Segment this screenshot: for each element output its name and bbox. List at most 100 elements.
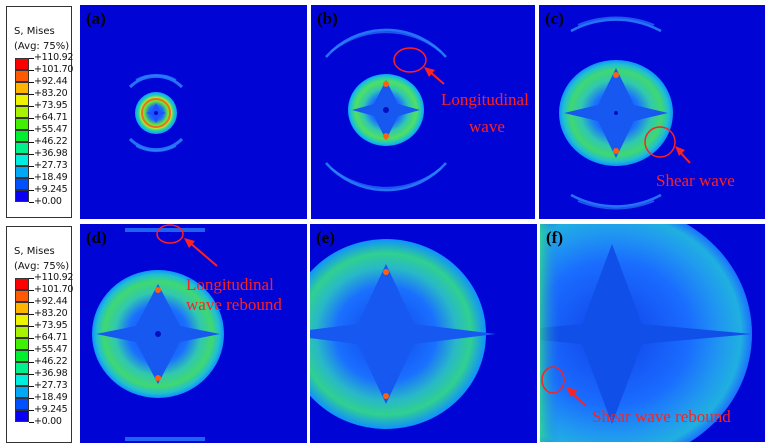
legend-value: +73.95	[34, 100, 68, 111]
legend-tick	[29, 202, 34, 203]
longitudinal-wave-marker	[393, 47, 427, 73]
legend-tick	[29, 386, 34, 387]
stress-contour-c	[559, 16, 691, 210]
legend-tick	[29, 374, 34, 375]
color-bar-segment	[15, 58, 29, 70]
stress-contour-d	[92, 224, 224, 441]
legend-value: +83.20	[34, 88, 68, 99]
legend-value: +101.70	[34, 284, 74, 295]
legend-value: +0.00	[34, 416, 62, 427]
legend-value: +83.20	[34, 308, 68, 319]
legend-tick	[29, 130, 34, 131]
color-bar-segment	[15, 362, 29, 374]
color-bar-segment	[15, 70, 29, 82]
annotation-longitudinal-wave-line1: Longitudinal	[441, 90, 529, 109]
color-bar-segment	[15, 166, 29, 178]
legend-value: +18.49	[34, 392, 68, 403]
legend-bottom: S, Mises (Avg: 75%) +110.92 +101.70 +92.44…	[6, 226, 74, 443]
legend-title: S, Mises	[14, 246, 55, 257]
legend-tick	[29, 94, 34, 95]
color-bar-segment	[15, 278, 29, 290]
legend-tick	[29, 82, 34, 83]
legend-value: +55.47	[34, 124, 68, 135]
legend-value: +46.22	[34, 356, 68, 367]
legend-tick	[29, 302, 34, 303]
color-bar-segment	[15, 398, 29, 410]
stress-contour-f	[540, 224, 752, 442]
legend-tick	[29, 166, 34, 167]
legend-tick	[29, 142, 34, 143]
color-bar-segment	[15, 82, 29, 94]
panel-label: (e)	[316, 228, 335, 247]
color-bar-segment	[15, 326, 29, 338]
color-bar-segment	[15, 386, 29, 398]
legend-tick	[29, 190, 34, 191]
legend-value: +18.49	[34, 172, 68, 183]
legend-top: S, Mises (Avg: 75%) +110.92 +101.70 +92.44…	[6, 6, 74, 218]
color-bar-segment	[15, 130, 29, 142]
color-bar-segment	[15, 302, 29, 314]
legend-value: +36.98	[34, 148, 68, 159]
panel-label: (a)	[86, 9, 106, 28]
legend-tick	[29, 70, 34, 71]
shear-wave-marker	[644, 126, 676, 158]
legend-tick	[29, 58, 34, 59]
color-bar-segment	[15, 106, 29, 118]
legend-tick	[29, 398, 34, 399]
legend-value: +9.245	[34, 184, 68, 195]
panel-f: (f) Shear wave rebound	[540, 224, 765, 442]
panel-label: (c)	[545, 9, 564, 28]
legend-tick	[29, 410, 34, 411]
panel-label: (f)	[546, 228, 563, 247]
legend-value: +92.44	[34, 76, 68, 87]
annotation-longitudinal-rebound-line2: wave rebound	[186, 295, 282, 314]
legend-tick	[29, 314, 34, 315]
panel-b: (b) Longitudinal wave	[311, 5, 535, 219]
legend-value: +27.73	[34, 160, 68, 171]
panel-c: (c) Shear wave	[539, 5, 765, 219]
color-bar-segment	[15, 142, 29, 154]
color-bar-segment	[15, 154, 29, 166]
color-bar-segment	[15, 118, 29, 130]
stress-contour-b	[325, 28, 447, 192]
panel-d: (d) Longitudinal wave rebound	[80, 224, 307, 443]
color-bar-segment	[15, 410, 29, 422]
color-bar-segment	[15, 314, 29, 326]
legend-tick	[29, 290, 34, 291]
color-bar-segment	[15, 178, 29, 190]
legend-tick	[29, 362, 34, 363]
longitudinal-rebound-marker	[156, 224, 184, 244]
shear-rebound-marker	[541, 366, 565, 394]
annotation-longitudinal-rebound-line1: Longitudinal	[186, 275, 274, 294]
legend-value: +46.22	[34, 136, 68, 147]
legend-title: S, Mises	[14, 26, 55, 37]
color-bar-segment	[15, 338, 29, 350]
panel-label: (d)	[86, 228, 107, 247]
legend-value: +101.70	[34, 64, 74, 75]
legend-tick	[29, 154, 34, 155]
legend-value: +36.98	[34, 368, 68, 379]
color-bar	[15, 58, 29, 202]
legend-value: +9.245	[34, 404, 68, 415]
color-bar-segment	[15, 94, 29, 106]
annotation-shear-wave: Shear wave	[656, 171, 735, 190]
legend-value: +73.95	[34, 320, 68, 331]
legend-value: +0.00	[34, 196, 62, 207]
legend-tick	[29, 118, 34, 119]
legend-tick	[29, 422, 34, 423]
legend-tick	[29, 178, 34, 179]
panel-a: (a)	[80, 5, 307, 219]
annotation-longitudinal-wave-line2: wave	[469, 117, 505, 136]
legend-tick	[29, 350, 34, 351]
color-bar-segment	[15, 350, 29, 362]
panel-label: (b)	[317, 9, 338, 28]
legend-tick	[29, 106, 34, 107]
legend-value: +92.44	[34, 296, 68, 307]
color-bar-segment	[15, 374, 29, 386]
panel-e: (e)	[310, 224, 537, 443]
color-bar-segment	[15, 190, 29, 202]
stress-contour-a	[128, 73, 184, 153]
legend-value: +55.47	[34, 344, 68, 355]
stress-contour-e	[310, 239, 496, 429]
legend-value: +110.92	[34, 52, 74, 63]
